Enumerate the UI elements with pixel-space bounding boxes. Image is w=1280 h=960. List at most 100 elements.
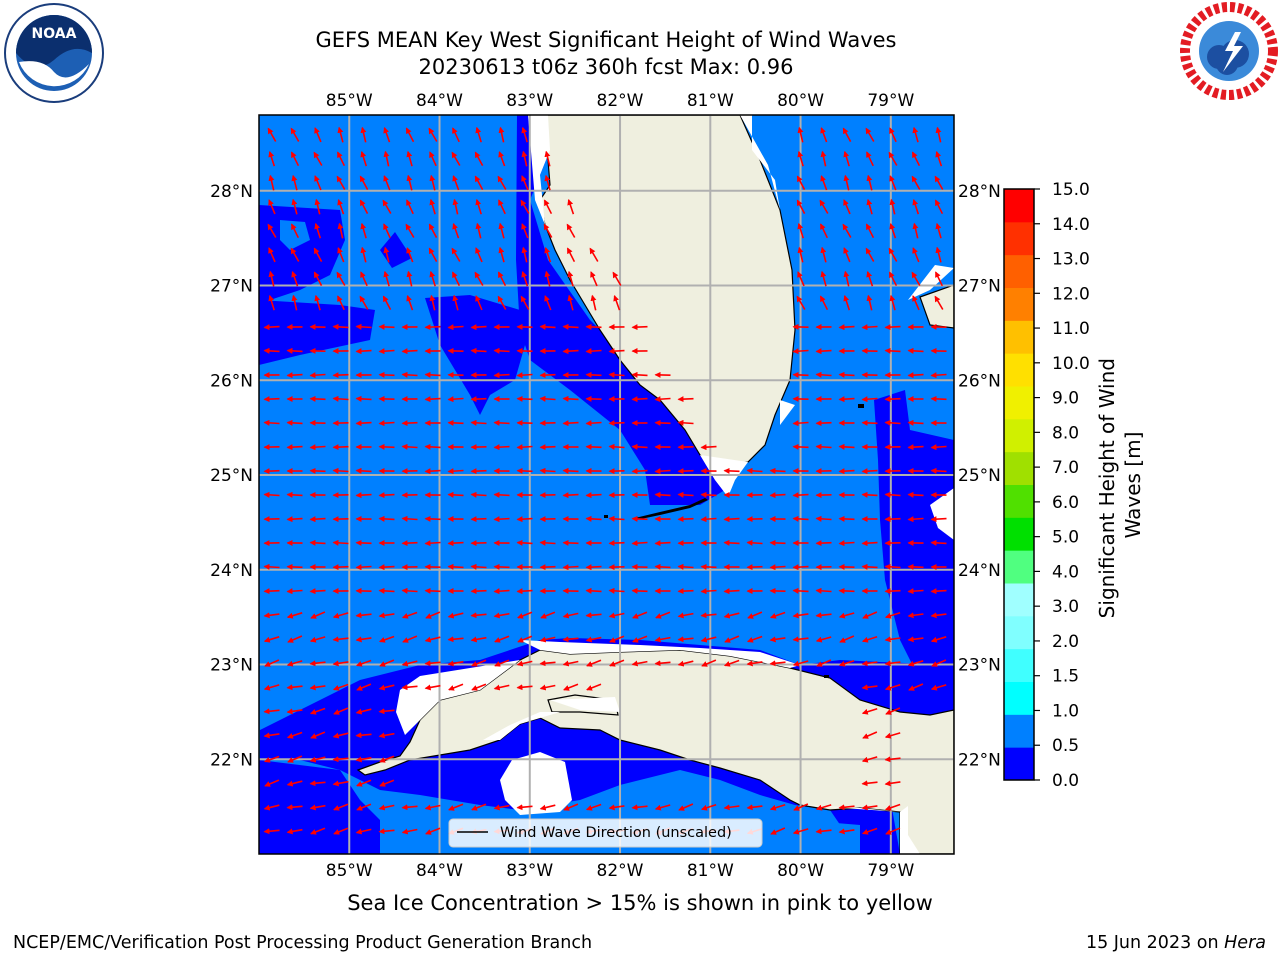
wave-arrow bbox=[562, 420, 579, 427]
wave-arrow bbox=[861, 540, 878, 547]
wave-arrow bbox=[907, 444, 924, 451]
wave-arrow bbox=[908, 683, 924, 691]
wave-arrow bbox=[539, 395, 556, 402]
wave-arrow bbox=[907, 660, 924, 667]
wave-arrow bbox=[516, 467, 533, 474]
wave-arrow bbox=[746, 564, 763, 571]
wave-arrow bbox=[585, 612, 602, 619]
wave-arrow bbox=[819, 295, 829, 311]
wave-arrow bbox=[263, 324, 280, 331]
wave-arrow bbox=[792, 564, 809, 571]
wave-arrow bbox=[539, 684, 556, 691]
wave-arrow bbox=[677, 636, 694, 643]
wave-arrow bbox=[286, 684, 303, 691]
wave-arrow bbox=[379, 755, 395, 763]
wave-arrow bbox=[907, 372, 924, 379]
wave-arrow bbox=[907, 636, 924, 643]
wave-arrow bbox=[521, 223, 529, 239]
lat-tick-label-left: 25°N bbox=[210, 466, 253, 486]
wave-arrow bbox=[378, 420, 395, 427]
wave-arrow bbox=[336, 271, 346, 286]
wave-arrow bbox=[337, 198, 345, 215]
wave-arrow bbox=[447, 540, 464, 547]
wave-arrow bbox=[383, 246, 390, 263]
lat-tick-label-right: 28°N bbox=[958, 182, 1001, 202]
wave-arrow bbox=[516, 444, 533, 451]
wave-arrow bbox=[447, 563, 464, 570]
wave-arrow bbox=[452, 127, 460, 143]
wave-arrow bbox=[309, 756, 326, 763]
wave-arrow bbox=[585, 515, 602, 522]
wave-arrow bbox=[470, 516, 487, 523]
wave-arrow bbox=[309, 372, 326, 379]
wave-arrow bbox=[516, 684, 533, 691]
wave-arrow bbox=[608, 443, 625, 450]
wave-arrow bbox=[723, 612, 740, 619]
wave-arrow bbox=[907, 347, 924, 354]
wave-arrow bbox=[631, 371, 648, 378]
wave-arrow bbox=[935, 246, 942, 263]
wave-arrow bbox=[815, 515, 832, 522]
wave-arrow bbox=[843, 294, 851, 311]
wave-arrow bbox=[452, 222, 460, 239]
wave-arrow bbox=[724, 635, 740, 643]
wave-arrow bbox=[861, 827, 878, 835]
colorbar-tick-label: 9.0 bbox=[1052, 389, 1079, 409]
wave-arrow bbox=[401, 828, 418, 835]
wave-arrow bbox=[286, 491, 303, 498]
wave-arrow bbox=[333, 707, 349, 715]
wave-arrow bbox=[861, 684, 878, 691]
wave-arrow bbox=[654, 660, 671, 667]
wave-arrow bbox=[609, 635, 625, 643]
wave-arrow bbox=[447, 419, 464, 426]
wave-arrow bbox=[792, 828, 809, 835]
wave-arrow bbox=[889, 222, 897, 239]
lat-tick-label-right: 24°N bbox=[958, 561, 1001, 581]
wave-arrow bbox=[792, 515, 809, 522]
footer-machine: Hera bbox=[1224, 933, 1266, 953]
wave-arrow bbox=[286, 660, 303, 667]
wave-arrow bbox=[930, 612, 947, 619]
wave-arrow bbox=[355, 323, 372, 330]
wave-arrow bbox=[769, 492, 786, 499]
wave-arrow bbox=[861, 396, 878, 403]
wave-arrow bbox=[310, 827, 326, 835]
wave-arrow bbox=[378, 492, 395, 499]
wave-arrow bbox=[332, 539, 349, 546]
wave-arrow bbox=[608, 348, 625, 355]
wave-arrow bbox=[769, 467, 786, 474]
wave-arrow bbox=[336, 151, 346, 167]
wave-arrow bbox=[401, 587, 418, 594]
wave-arrow bbox=[287, 755, 303, 763]
wave-arrow bbox=[884, 683, 901, 691]
wave-arrow bbox=[290, 247, 300, 262]
wave-height-map: 85°W 85°W 84°W 84°W 83°W 83°W 82°W 82°W 81°W 81°W… bbox=[210, 91, 1145, 881]
wave-arrow bbox=[934, 199, 944, 215]
wave-arrow bbox=[539, 636, 556, 643]
wave-arrow bbox=[378, 828, 395, 835]
wave-arrow bbox=[447, 660, 464, 667]
wave-arrow bbox=[861, 660, 878, 667]
wave-arrow bbox=[429, 174, 436, 191]
wave-arrow bbox=[567, 270, 574, 287]
wave-arrow bbox=[470, 324, 487, 331]
wave-arrow bbox=[337, 222, 344, 239]
wave-arrow bbox=[359, 199, 369, 214]
wave-arrow bbox=[425, 827, 441, 835]
wave-arrow bbox=[516, 804, 533, 811]
wave-arrow bbox=[286, 563, 303, 570]
wave-arrow bbox=[516, 395, 533, 402]
wave-arrow bbox=[263, 347, 280, 354]
colorbar-swatch bbox=[1004, 484, 1034, 518]
colorbar-swatch bbox=[1004, 583, 1034, 617]
wave-arrow bbox=[935, 126, 942, 143]
wave-arrow bbox=[475, 222, 482, 239]
wave-arrow bbox=[884, 419, 901, 426]
wave-arrow bbox=[907, 491, 924, 498]
wave-arrow bbox=[820, 246, 827, 263]
wave-arrow bbox=[792, 612, 809, 619]
wave-arrow bbox=[451, 271, 461, 287]
wave-arrow bbox=[861, 563, 878, 570]
wave-arrow bbox=[566, 223, 576, 238]
wave-arrow bbox=[332, 467, 349, 474]
